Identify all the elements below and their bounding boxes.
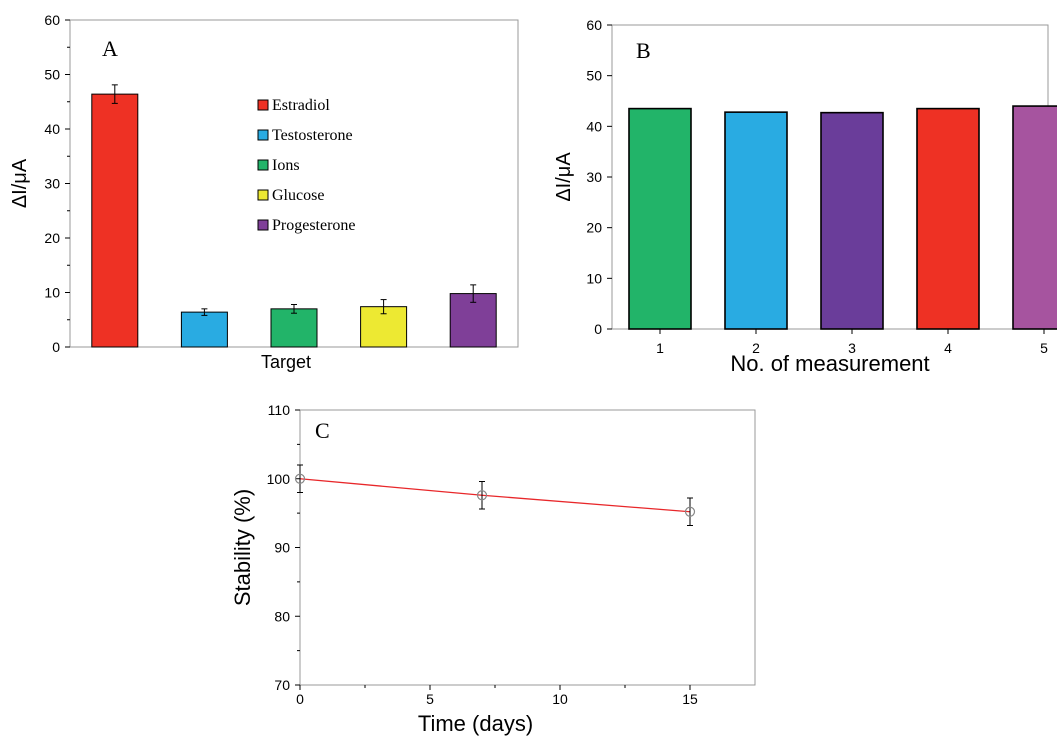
panel-a-ytick-label: 60 — [44, 12, 60, 28]
panel-a-legend-swatch — [257, 159, 269, 171]
panel-c-letter: C — [315, 418, 330, 443]
panel-c-ytick-label: 110 — [268, 402, 291, 418]
panel-a-ytick-label: 50 — [44, 67, 60, 83]
panel-c-plot-area — [299, 409, 756, 686]
panel-b-ytick-label: 30 — [586, 169, 602, 185]
panel-c-ytick-label: 70 — [274, 677, 290, 693]
panel-a-bar-ions — [270, 308, 318, 348]
panel-b-xtick-label: 5 — [1040, 340, 1048, 356]
panel-b-bar-3 — [820, 111, 884, 330]
panel-c-y-axis-title: Stability (%) — [230, 489, 255, 606]
panel-b-bar-4 — [916, 107, 980, 330]
panel-a-x-axis-title: Target — [261, 352, 311, 372]
panel-a-legend-swatch — [257, 99, 269, 111]
panel-c-data-point — [294, 473, 306, 484]
panel-b-xtick-label: 2 — [752, 340, 760, 356]
panel-b-xtick-label: 4 — [944, 340, 952, 356]
panel-a-legend-label: Glucose — [272, 187, 324, 204]
panel-b-xtick-label: 1 — [656, 340, 664, 356]
panel-b-ytick-label: 60 — [586, 17, 602, 33]
panel-b-bar-5 — [1012, 105, 1057, 330]
panel-c-ytick-label: 90 — [274, 540, 290, 556]
panel-b-ytick-label: 20 — [586, 220, 602, 236]
panel-c-x-axis-title: Time (days) — [418, 711, 533, 736]
panel-b-bar-1 — [628, 107, 692, 330]
panel-a-ytick-label: 40 — [44, 121, 60, 137]
panel-c-ytick-label: 80 — [274, 608, 290, 624]
panel-a-legend-label: Testosterone — [272, 127, 353, 144]
panel-a-ytick-label: 0 — [52, 339, 60, 355]
panel-a-legend-label: Ions — [272, 157, 300, 174]
panel-c-xtick-label: 15 — [682, 691, 698, 707]
panel-c-xtick-label: 0 — [296, 691, 304, 707]
panel-b-ytick-label: 40 — [586, 118, 602, 134]
panel-a-legend-label: Progesterone — [272, 217, 356, 234]
panel-a-letter: A — [102, 36, 118, 61]
panel-a-ytick-label: 30 — [44, 176, 60, 192]
panel-b-ytick-label: 0 — [594, 321, 602, 337]
panel-c-series-line — [299, 478, 691, 513]
panel-b-ytick-label: 50 — [586, 68, 602, 84]
panel-b-ytick-label: 10 — [586, 270, 602, 286]
panel-a-ytick-label: 10 — [44, 285, 60, 301]
panel-a-bar-testosterone — [180, 311, 228, 348]
panel-a-legend-label: Estradiol — [272, 97, 330, 114]
panel-a-legend-swatch — [257, 219, 269, 231]
panel-a-legend-swatch — [257, 129, 269, 141]
panel-a-bar-estradiol — [91, 93, 139, 348]
panel-c-data-point — [684, 506, 696, 517]
panel-c-xtick-label: 10 — [552, 691, 568, 707]
panel-b-y-axis-title: ΔI/μA — [553, 152, 575, 202]
panel-b-xtick-label: 3 — [848, 340, 856, 356]
panel-a-y-axis-title: ΔI/μA — [9, 158, 31, 208]
panel-b-x-axis-title: No. of measurement — [730, 351, 929, 376]
panel-c-ytick-label: 100 — [267, 471, 291, 487]
panel-a-ytick-label: 20 — [44, 230, 60, 246]
panel-a-legend-swatch — [257, 189, 269, 201]
panel-b-letter: B — [636, 38, 651, 63]
panel-c-data-point — [476, 490, 488, 501]
panel-c-xtick-label: 5 — [426, 691, 434, 707]
panel-b-bar-2 — [724, 111, 788, 330]
